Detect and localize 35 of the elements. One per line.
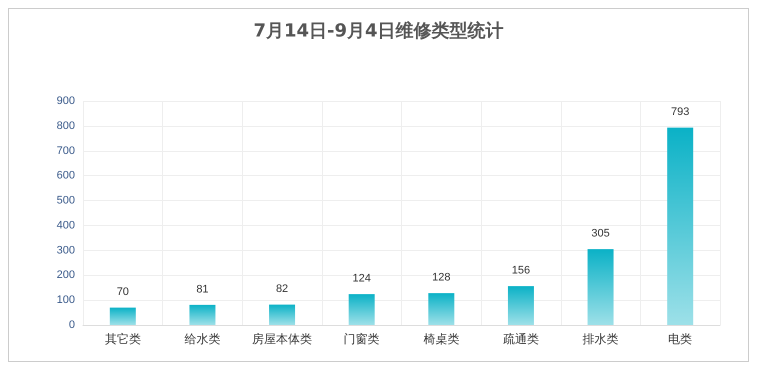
chart-title: 7月14日-9月4日维修类型统计 <box>253 20 504 42</box>
bar <box>189 304 216 325</box>
data-label: 128 <box>432 272 450 284</box>
bar <box>110 308 136 325</box>
x-tick-label: 排水类 <box>582 332 619 346</box>
bar <box>508 286 534 325</box>
x-tick-label: 门窗类 <box>344 332 380 346</box>
y-tick-label: 500 <box>56 194 75 207</box>
x-tick-label: 椅桌类 <box>423 332 460 346</box>
y-tick-label: 0 <box>68 319 75 331</box>
y-tick-label: 600 <box>56 170 75 182</box>
data-label: 81 <box>196 283 209 296</box>
x-tick-label: 疏通类 <box>502 332 539 346</box>
data-label: 305 <box>591 228 610 240</box>
bar <box>269 304 296 325</box>
x-tick-label: 给水类 <box>184 332 220 346</box>
x-tick-label: 电类 <box>668 332 692 346</box>
data-label: 124 <box>352 272 371 285</box>
bar <box>348 294 375 325</box>
data-label: 82 <box>276 283 288 296</box>
y-tick-label: 800 <box>56 120 75 132</box>
y-tick-label: 400 <box>56 219 75 232</box>
y-tick-label: 300 <box>56 244 75 256</box>
y-tick-label: 200 <box>56 269 75 282</box>
data-label: 793 <box>671 106 690 118</box>
x-tick-label: 其它类 <box>104 332 141 346</box>
bar <box>428 293 454 325</box>
data-label: 70 <box>116 286 129 298</box>
x-tick-label: 房屋本体类 <box>252 332 312 346</box>
data-label: 156 <box>512 264 530 277</box>
y-tick-label: 700 <box>56 144 75 157</box>
bar <box>588 249 614 325</box>
bar <box>667 128 694 325</box>
y-tick-label: 100 <box>56 294 75 306</box>
y-tick-label: 900 <box>56 95 75 107</box>
